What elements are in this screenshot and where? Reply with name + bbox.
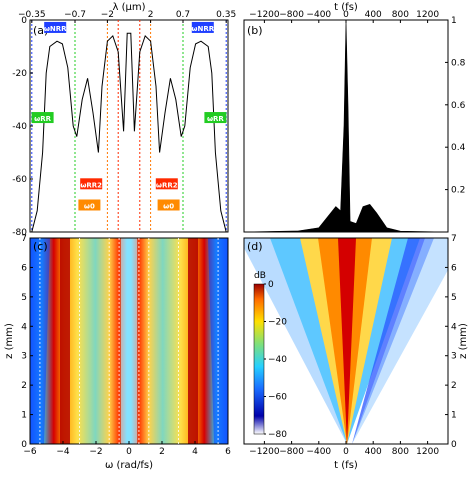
d-y-tick-label: 5 bbox=[451, 293, 457, 303]
colorbar-label: dB bbox=[254, 271, 266, 281]
panel-a-annotations: ωNRR ωRR ωRR2 ω0 ωNRR ωRR ωRR2 ω0 bbox=[31, 21, 227, 211]
c-y-tick-label: 7 bbox=[21, 234, 27, 244]
colorbar-tick-label: −40 bbox=[268, 355, 287, 365]
annotation-label: ωNRR bbox=[44, 25, 67, 33]
c-y-tick-label: 6 bbox=[21, 263, 27, 273]
c-y-tick-label: 1 bbox=[21, 411, 27, 421]
d-x-tick-label: −1200 bbox=[249, 447, 280, 457]
c-y-axis-label: z (mm) bbox=[4, 323, 15, 359]
c-y-tick-label: 2 bbox=[21, 381, 27, 391]
panel-a-spectrum bbox=[31, 32, 227, 232]
b-x-tick-label: 0 bbox=[343, 10, 349, 20]
b-x-tick-label: 400 bbox=[365, 10, 382, 20]
b-top-axis-label: t (fs) bbox=[334, 2, 358, 13]
b-x-tick-label: −400 bbox=[306, 10, 331, 20]
b-x-tick-label: −800 bbox=[279, 10, 304, 20]
c-x-axis-label: ω (rad/fs) bbox=[105, 460, 153, 471]
c-x-tick-label: −6 bbox=[23, 447, 37, 457]
d-y-tick-label: 7 bbox=[451, 234, 457, 244]
a-top-tick-label: −2 bbox=[101, 10, 114, 20]
a-y-tick-label: -60 bbox=[12, 175, 27, 185]
annotation-label: ωRR bbox=[34, 115, 51, 123]
a-top-tick-label: −0.35 bbox=[18, 10, 46, 20]
d-y-tick-label: 1 bbox=[451, 411, 457, 421]
d-x-tick-label: −800 bbox=[279, 447, 304, 457]
d-x-tick-label: 400 bbox=[365, 447, 382, 457]
a-y-tick-label: -80 bbox=[12, 228, 27, 238]
panel-d-heatmap bbox=[244, 238, 448, 444]
panel-b-series bbox=[244, 20, 448, 232]
d-x-tick-label: 800 bbox=[392, 447, 409, 457]
panel-a-frame bbox=[29, 19, 229, 233]
d-x-tick-label: −400 bbox=[306, 447, 331, 457]
annotation-box bbox=[44, 21, 67, 33]
c-y-tick-label: 5 bbox=[21, 293, 27, 303]
panel-c-label: (c) bbox=[33, 240, 48, 253]
d-y-tick-label: 0 bbox=[451, 440, 457, 450]
d-y-tick-label: 3 bbox=[451, 352, 457, 362]
annotation-box bbox=[191, 21, 214, 33]
annotation-label: ω0 bbox=[84, 203, 95, 211]
c-y-tick-label: 0 bbox=[21, 440, 27, 450]
a-top-tick-label: 2 bbox=[148, 10, 154, 20]
annotation-label: ωRR2 bbox=[80, 181, 102, 189]
b-y-tick-label: 0.4 bbox=[451, 143, 466, 153]
panel-d-label: (d) bbox=[247, 240, 263, 253]
colorbar-tick-label: −60 bbox=[268, 393, 287, 403]
b-y-tick-label: 0.6 bbox=[451, 101, 466, 111]
d-y-tick-label: 6 bbox=[451, 263, 457, 273]
panel-c-heatmap bbox=[30, 238, 228, 444]
a-y-tick-label: -20 bbox=[12, 69, 27, 79]
a-top-axis-label: λ (μm) bbox=[112, 2, 145, 13]
colorbar-tick-label: −80 bbox=[268, 430, 287, 440]
b-x-tick-label: −1200 bbox=[249, 10, 280, 20]
annotation-box bbox=[80, 178, 103, 190]
c-y-tick-label: 3 bbox=[21, 352, 27, 362]
annotation-box bbox=[157, 199, 180, 211]
annotation-label: ωNRR bbox=[191, 25, 214, 33]
colorbar bbox=[253, 283, 265, 435]
d-x-axis-label: t (fs) bbox=[334, 460, 358, 471]
axis-ticks: 0-20-40-60-80−0.35 −0.7 −2 2 0.7 0.35 −1200 −80… bbox=[12, 10, 465, 457]
c-x-tick-label: 6 bbox=[225, 447, 231, 457]
d-y-axis-label: z (mm) bbox=[458, 323, 469, 359]
annotation-label: ωRR2 bbox=[156, 181, 178, 189]
c-x-tick-label: 0 bbox=[126, 447, 132, 457]
c-x-tick-label: 2 bbox=[159, 447, 165, 457]
b-y-tick-label: 0.2 bbox=[451, 186, 465, 196]
d-y-tick-label: 4 bbox=[451, 322, 457, 332]
b-x-tick-label: 800 bbox=[392, 10, 409, 20]
colorbar-tick-label: 0 bbox=[268, 280, 274, 290]
c-x-tick-label: 4 bbox=[192, 447, 198, 457]
a-y-tick-label: -40 bbox=[12, 122, 27, 132]
annotation-label: ω0 bbox=[163, 203, 174, 211]
a-top-tick-label: −0.7 bbox=[64, 10, 86, 20]
annotation-box bbox=[155, 178, 178, 190]
d-y-tick-label: 2 bbox=[451, 381, 457, 391]
b-y-tick-label: 1 bbox=[451, 16, 457, 26]
b-y-tick-label: 0.8 bbox=[451, 58, 466, 68]
annotation-box bbox=[204, 112, 227, 124]
b-x-tick-label: 1200 bbox=[416, 10, 439, 20]
panel-b-label: (b) bbox=[247, 24, 263, 37]
annotation-box bbox=[78, 199, 101, 211]
a-top-tick-label: 0.35 bbox=[216, 10, 236, 20]
intensity-area bbox=[244, 20, 448, 232]
c-x-tick-label: −2 bbox=[89, 447, 102, 457]
d-x-tick-label: 1200 bbox=[416, 447, 439, 457]
annotation-box bbox=[31, 112, 54, 124]
c-x-tick-label: −4 bbox=[56, 447, 70, 457]
d-x-tick-label: 0 bbox=[343, 447, 349, 457]
axis-labels: λ (μm)(a)t (fs)(b)ω (rad/fs)z (mm)(c)t (… bbox=[4, 2, 469, 471]
a-top-tick-label: 0.7 bbox=[176, 10, 190, 20]
spectrum-line bbox=[31, 32, 227, 232]
annotation-label: ωRR bbox=[207, 115, 224, 123]
c-y-tick-label: 4 bbox=[21, 322, 27, 332]
a-y-tick-label: 0 bbox=[21, 16, 27, 26]
colorbar-tick-label: −20 bbox=[268, 318, 287, 328]
